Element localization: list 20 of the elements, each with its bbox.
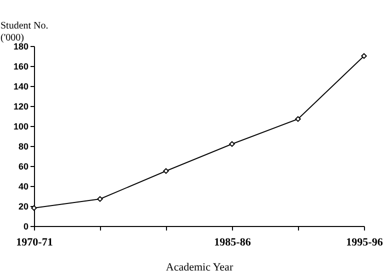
x-tick-label: 1995-96	[346, 236, 384, 248]
y-tick-label: 140	[13, 82, 28, 92]
point	[97, 196, 103, 202]
y-tick-label: 60	[18, 162, 28, 172]
y-tick-label: 40	[18, 182, 28, 192]
y-tick-label: 180	[13, 42, 28, 52]
y-tick-label: 20	[18, 202, 28, 212]
y-tick-label: 100	[13, 122, 28, 132]
x-tick-label: 1985-86	[214, 236, 252, 248]
y-tick-label: 80	[18, 142, 28, 152]
point	[229, 141, 235, 147]
y-tick-label: 120	[13, 102, 28, 112]
x-tick-label: 1970-71	[16, 236, 53, 248]
point	[361, 53, 367, 59]
point	[295, 116, 301, 122]
y-tick-label: 160	[13, 62, 28, 72]
x-axis-title: Academic Year	[166, 262, 234, 274]
y-axis-title: Student No. ('000)	[0, 20, 48, 44]
y-tick-label: 0	[23, 222, 28, 232]
point	[163, 168, 169, 174]
